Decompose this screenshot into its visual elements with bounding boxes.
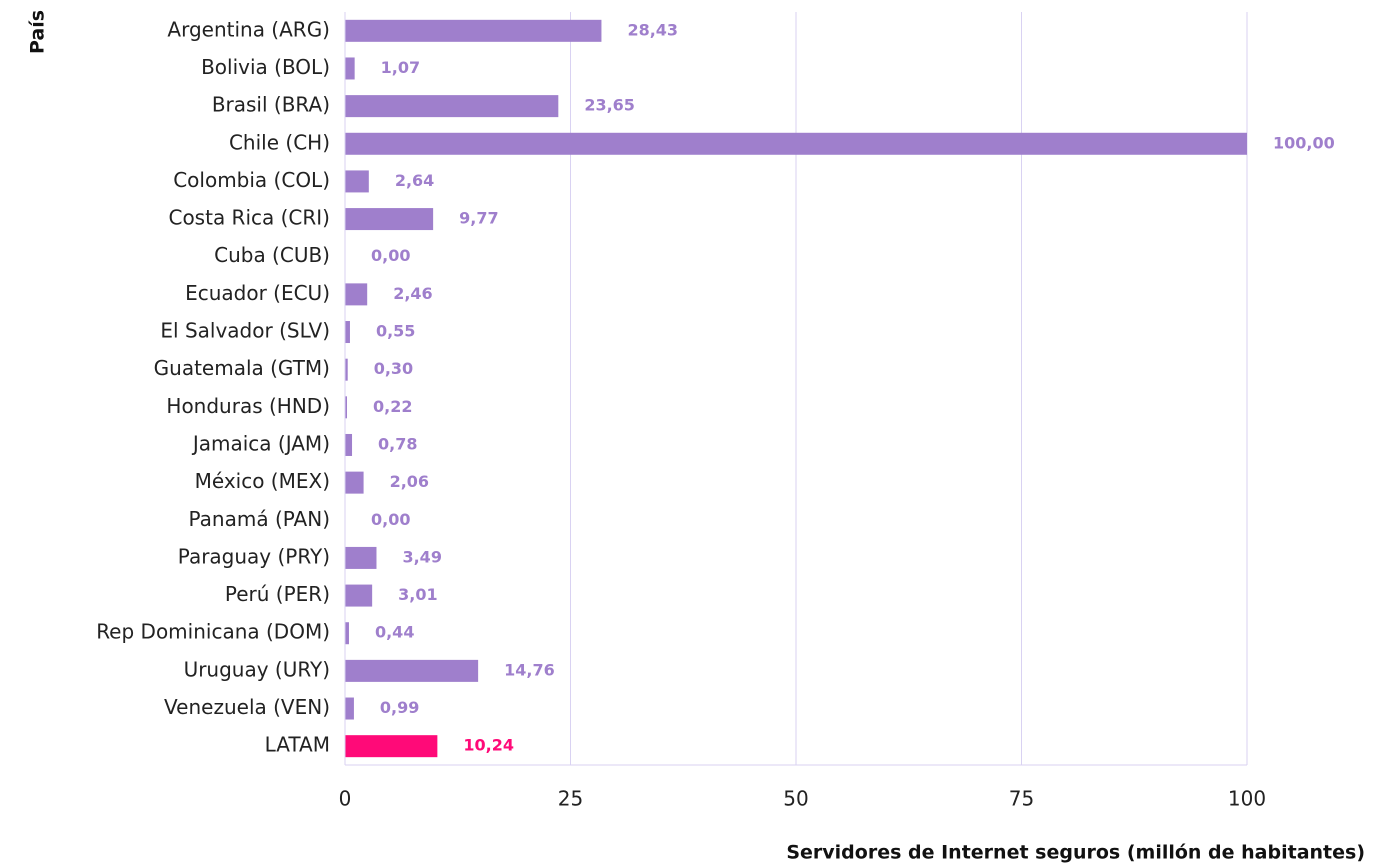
bar <box>345 358 348 381</box>
y-tick-label: Honduras (HND) <box>166 394 330 418</box>
y-tick-label: Guatemala (GTM) <box>154 356 330 380</box>
bar <box>345 697 354 720</box>
bar <box>345 735 438 758</box>
y-tick-label: Argentina (ARG) <box>167 17 330 41</box>
value-label: 0,30 <box>374 359 413 378</box>
x-tick-label: 0 <box>339 787 352 811</box>
value-label: 2,64 <box>395 171 434 190</box>
y-tick-label: Bolivia (BOL) <box>201 55 330 79</box>
bar <box>345 19 602 42</box>
bar <box>345 208 434 231</box>
value-label: 0,78 <box>378 434 417 453</box>
value-label: 0,00 <box>371 510 410 529</box>
y-tick-label: México (MEX) <box>195 469 330 493</box>
value-label: 3,01 <box>398 585 437 604</box>
y-tick-label: Costa Rica (CRI) <box>168 206 330 230</box>
y-axis-label: País <box>27 10 49 54</box>
x-tick-label: 75 <box>1009 787 1034 811</box>
y-tick-label: Cuba (CUB) <box>214 243 330 267</box>
y-tick-label: Panamá (PAN) <box>189 507 330 531</box>
value-label: 0,44 <box>375 623 414 642</box>
bar <box>345 584 373 607</box>
y-tick-label: Paraguay (PRY) <box>178 544 330 568</box>
y-tick-label: El Salvador (SLV) <box>160 319 330 343</box>
bar <box>345 321 350 344</box>
y-tick-label: Jamaica (JAM) <box>191 431 330 455</box>
y-tick-label: Ecuador (ECU) <box>185 281 330 305</box>
bar <box>345 170 369 193</box>
value-label: 10,24 <box>463 736 514 755</box>
value-label: 2,06 <box>390 472 429 491</box>
bar <box>345 433 353 456</box>
y-tick-label: Perú (PER) <box>225 582 330 606</box>
x-axis-label: Servidores de Internet seguros (millón d… <box>786 842 1365 864</box>
value-label: 0,00 <box>371 246 410 265</box>
x-tick-label: 50 <box>783 787 808 811</box>
y-tick-label: Uruguay (URY) <box>184 657 330 681</box>
value-label: 100,00 <box>1273 133 1335 152</box>
bar <box>345 396 347 419</box>
value-label: 0,55 <box>376 322 415 341</box>
value-label: 0,22 <box>373 397 412 416</box>
x-tick-label: 100 <box>1228 787 1266 811</box>
bar <box>345 622 349 645</box>
y-tick-label: Chile (CH) <box>229 130 330 154</box>
y-tick-label: Venezuela (VEN) <box>164 695 330 719</box>
bar <box>345 132 1247 155</box>
bar <box>345 546 377 569</box>
y-tick-label: Rep Dominicana (DOM) <box>96 620 330 644</box>
y-tick-label: Colombia (COL) <box>173 168 330 192</box>
value-label: 9,77 <box>459 209 498 228</box>
bar <box>345 95 559 118</box>
bar <box>345 283 368 306</box>
bar <box>345 471 364 494</box>
value-label: 23,65 <box>584 96 635 115</box>
bar <box>345 659 479 682</box>
y-tick-label: Brasil (BRA) <box>212 93 330 117</box>
value-label: 3,49 <box>402 547 441 566</box>
value-label: 1,07 <box>381 58 420 77</box>
value-label: 0,99 <box>380 698 419 717</box>
value-label: 28,43 <box>627 20 678 39</box>
bar <box>345 57 355 80</box>
y-tick-label: LATAM <box>265 733 330 757</box>
value-label: 2,46 <box>393 284 432 303</box>
value-label: 14,76 <box>504 660 555 679</box>
x-tick-label: 25 <box>558 787 583 811</box>
